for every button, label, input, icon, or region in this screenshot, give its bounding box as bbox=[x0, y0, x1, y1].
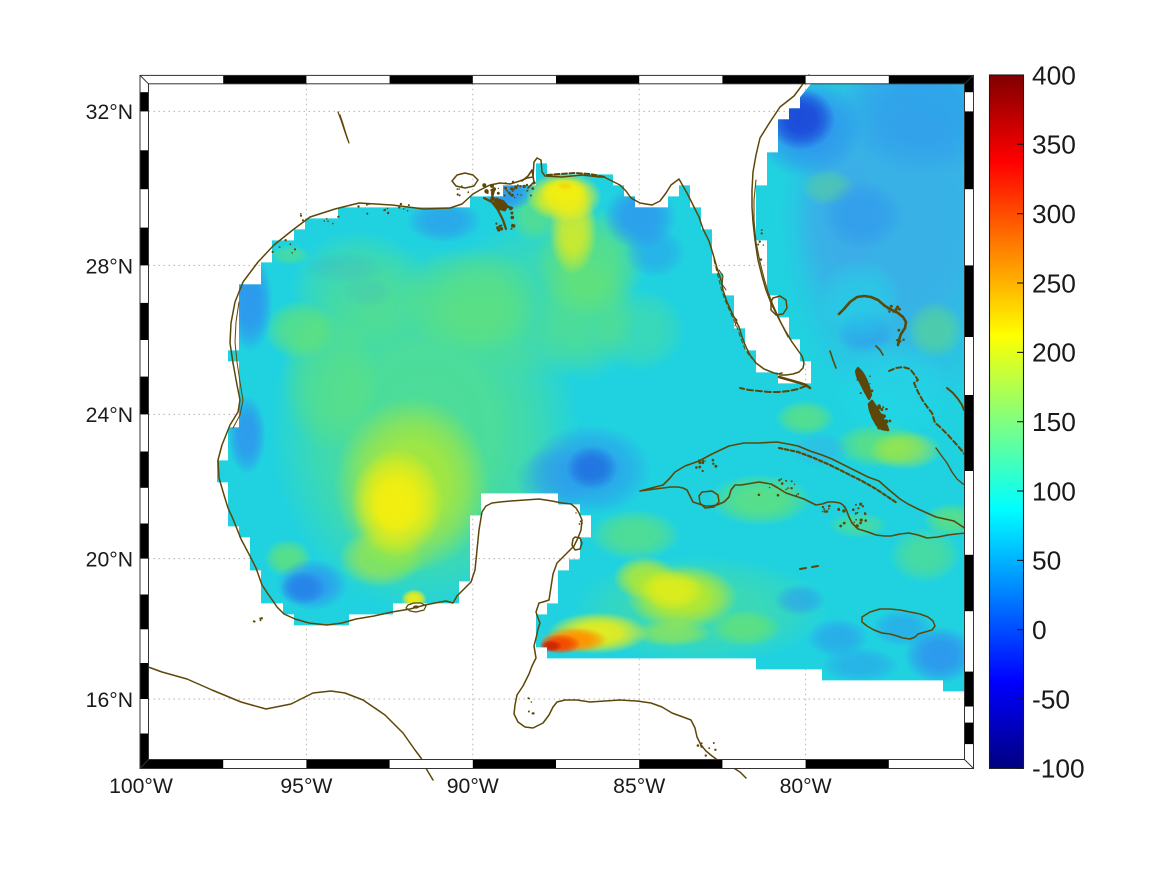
svg-text:350: 350 bbox=[1032, 130, 1076, 160]
svg-text:32°N: 32°N bbox=[86, 101, 133, 124]
svg-text:-100: -100 bbox=[1032, 754, 1085, 784]
svg-text:28°N: 28°N bbox=[86, 255, 133, 278]
svg-text:300: 300 bbox=[1032, 199, 1076, 229]
svg-text:100°W: 100°W bbox=[109, 775, 173, 798]
svg-text:400: 400 bbox=[1032, 60, 1076, 90]
svg-text:90°W: 90°W bbox=[447, 775, 499, 798]
svg-text:250: 250 bbox=[1032, 268, 1076, 298]
svg-text:85°W: 85°W bbox=[613, 775, 665, 798]
svg-text:200: 200 bbox=[1032, 338, 1076, 368]
svg-text:150: 150 bbox=[1032, 407, 1076, 437]
svg-text:95°W: 95°W bbox=[280, 775, 332, 798]
svg-text:20°N: 20°N bbox=[86, 548, 133, 571]
svg-text:100: 100 bbox=[1032, 476, 1076, 506]
svg-text:-50: -50 bbox=[1032, 684, 1070, 714]
svg-text:50: 50 bbox=[1032, 546, 1061, 576]
svg-text:24°N: 24°N bbox=[86, 404, 133, 427]
svg-text:80°W: 80°W bbox=[780, 775, 832, 798]
svg-text:16°N: 16°N bbox=[86, 689, 133, 712]
svg-text:0: 0 bbox=[1032, 615, 1047, 645]
